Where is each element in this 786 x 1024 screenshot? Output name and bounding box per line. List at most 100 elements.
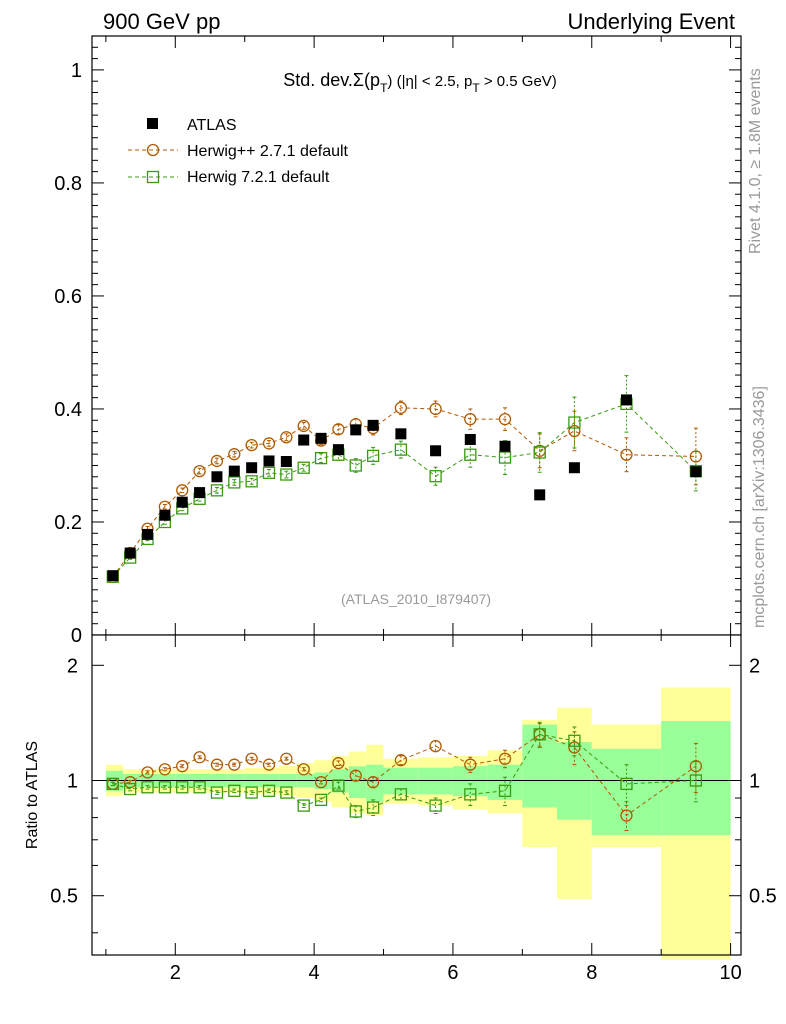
- atlas-data-point: [263, 455, 275, 467]
- herwigpp-ratio-marker: [297, 763, 310, 776]
- atlas-data-point: [228, 465, 240, 477]
- herwig7-main-marker: [533, 446, 546, 459]
- herwig7-ratio-marker: [210, 786, 224, 799]
- main-series: [106, 375, 703, 583]
- legend: ATLAS Herwig++ 2.7.1 default Herwig 7.2.…: [128, 117, 349, 186]
- herwigpp-main-marker: [620, 448, 633, 461]
- ratio-band-inner: [366, 764, 384, 802]
- x-tick-label: 6: [447, 962, 458, 984]
- herwigpp-main-marker: [498, 412, 512, 426]
- herwig7-main-marker: [429, 470, 442, 483]
- herwig7-main-marker: [228, 476, 241, 489]
- herwigpp-main-marker: [332, 423, 345, 436]
- herwigpp-main-marker: [245, 438, 258, 452]
- atlas-data-point: [534, 489, 546, 501]
- herwig7-ratio-marker: [332, 779, 345, 792]
- x-tick-label: 10: [719, 962, 741, 984]
- analysis-watermark: (ATLAS_2010_I879407): [341, 591, 491, 607]
- atlas-data-point: [568, 462, 580, 474]
- herwig7-ratio-marker: [533, 728, 546, 741]
- herwig7-ratio-marker: [262, 784, 276, 797]
- herwigpp-main-marker: [297, 419, 310, 433]
- herwig7-ratio-marker: [228, 784, 241, 797]
- main-title: Std. dev.Σ(pT) (|η| < 2.5, pT > 0.5 GeV): [283, 70, 557, 95]
- ratio-y-tick-label-left: 2: [67, 655, 78, 677]
- atlas-data-point: [124, 547, 136, 559]
- legend-marker-atlas: [147, 118, 158, 129]
- main-plot-area: [92, 36, 741, 635]
- main-y-tick-label: 0.4: [54, 399, 82, 421]
- herwig7-ratio-marker: [297, 799, 310, 812]
- herwigpp-ratio-marker: [176, 760, 189, 773]
- atlas-data-point: [159, 509, 171, 521]
- herwigpp-main-marker: [262, 437, 276, 450]
- herwigpp-main-marker: [228, 448, 241, 461]
- herwigpp-ratio-marker: [141, 766, 154, 779]
- herwig7-ratio-marker: [314, 793, 328, 807]
- herwigpp-main-marker: [176, 484, 189, 497]
- atlas-data-point: [107, 570, 119, 582]
- atlas-data-point: [367, 419, 379, 431]
- atlas-data-point: [499, 440, 511, 452]
- herwigpp-ratio-marker: [498, 752, 512, 765]
- herwig7-ratio-marker: [620, 777, 633, 791]
- main-y-tick-label: 0: [71, 625, 82, 647]
- ratio-frame: [91, 634, 742, 956]
- herwigpp-ratio-marker: [245, 752, 258, 765]
- herwigpp-main-marker: [429, 402, 442, 416]
- herwig7-ratio-marker: [429, 799, 442, 812]
- herwig7-ratio-marker: [106, 777, 119, 791]
- herwig7-main-marker: [366, 449, 380, 463]
- herwig7-ratio-marker: [394, 788, 408, 801]
- atlas-data-point: [194, 487, 206, 499]
- herwigpp-main-marker: [210, 454, 224, 468]
- ratio-y-tick-label-right: 2: [749, 655, 760, 677]
- atlas-data-point: [315, 432, 327, 444]
- ratio-axis-ticks: [92, 635, 741, 955]
- x-tick-labels: 2 4 6 8 10: [170, 962, 742, 984]
- herwig7-ratio-marker: [568, 734, 581, 747]
- mcplots-citation-label: mcplots.cern.ch [arXiv:1306.3436]: [751, 386, 768, 628]
- ratio-panel: 0.5 0.5 1 1 2 2 2 4 6 8 10 Ratio to ATLAS: [24, 634, 777, 984]
- atlas-data-point: [211, 471, 223, 483]
- ratio-y-tick-label-left: 1: [67, 771, 78, 793]
- header-energy-label: 900 GeV pp: [103, 9, 220, 34]
- herwigpp-ratio-marker: [394, 754, 408, 767]
- main-y-tick-label: 1: [71, 60, 82, 82]
- herwigpp-ratio-marker: [228, 758, 241, 771]
- ratio-y-tick-label-left: 0.5: [50, 886, 78, 908]
- herwig7-ratio-marker: [158, 781, 172, 794]
- atlas-data-point: [332, 444, 344, 456]
- ratio-y-tick-label-right: 0.5: [749, 886, 777, 908]
- header-analysis-label: Underlying Event: [567, 9, 735, 34]
- herwig7-ratio-marker: [366, 801, 380, 814]
- ratio-series: [106, 721, 703, 832]
- herwig7-main-marker: [245, 475, 258, 488]
- atlas-data-point: [430, 445, 442, 457]
- herwigpp-ratio-marker: [689, 760, 703, 773]
- main-axis-ticks: [92, 36, 741, 636]
- herwig7-ratio-marker: [498, 784, 512, 797]
- herwigpp-ratio-marker: [464, 758, 477, 771]
- herwigpp-main-marker: [394, 401, 408, 414]
- herwig7-ratio-marker: [124, 782, 137, 796]
- herwig7-main-marker: [262, 466, 276, 479]
- legend-marker-herwig7: [146, 170, 160, 184]
- herwigpp-main-line: [112, 407, 696, 578]
- herwigpp-ratio-marker: [193, 751, 206, 764]
- x-tick-label: 4: [309, 962, 320, 984]
- legend-label-herwigpp: Herwig++ 2.7.1 default: [187, 143, 349, 160]
- legend-marker-herwigpp: [146, 143, 160, 157]
- atlas-data-point: [620, 394, 632, 406]
- herwigpp-ratio-marker: [280, 752, 293, 765]
- herwig7-main-marker: [297, 461, 310, 474]
- herwigpp-ratio-marker: [262, 758, 276, 771]
- ratio-y-tick-label-right: 1: [749, 771, 760, 793]
- ratio-y-tick-labels: 0.5 0.5 1 1 2 2: [50, 655, 777, 907]
- herwig7-main-marker: [394, 443, 408, 456]
- atlas-data-point: [176, 496, 188, 508]
- atlas-data-point: [142, 528, 154, 540]
- herwig7-main-marker: [314, 451, 328, 465]
- herwig7-main-marker: [568, 416, 581, 429]
